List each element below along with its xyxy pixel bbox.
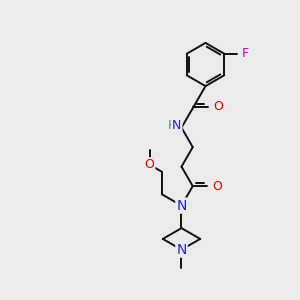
Text: O: O xyxy=(145,158,154,171)
Text: F: F xyxy=(242,47,249,60)
Text: O: O xyxy=(212,180,222,193)
Text: N: N xyxy=(172,119,182,132)
Text: H: H xyxy=(168,119,177,132)
Text: N: N xyxy=(176,243,187,257)
Text: O: O xyxy=(213,100,223,113)
Text: N: N xyxy=(176,199,187,213)
